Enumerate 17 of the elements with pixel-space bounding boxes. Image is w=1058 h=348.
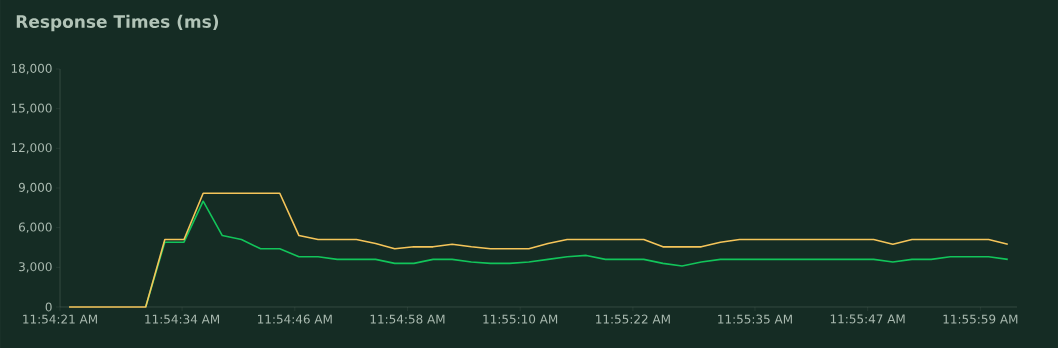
y-tick-label: 3,000 — [19, 262, 52, 273]
x-tick-label: 11:55:10 AM — [483, 314, 558, 324]
x-tick-label: 11:54:58 AM — [370, 314, 445, 324]
y-tick-label: 6,000 — [18, 222, 52, 233]
x-tick-label: 11:55:35 AM — [718, 314, 792, 324]
y-tick-label: 18,000 — [11, 63, 52, 75]
x-tick-label: 11:55:47 AM — [830, 314, 905, 324]
y-tick-label: 12,000 — [11, 143, 52, 154]
x-tick-label: 11:54:34 AM — [145, 314, 220, 324]
chart-title: Response Times (ms) — [16, 14, 219, 32]
x-tick-label: 11:54:46 AM — [258, 314, 332, 324]
x-tick-label: 11:55:22 AM — [596, 314, 670, 324]
y-tick-label: 15,000 — [11, 103, 52, 114]
x-tick-label: 11:55:59 AM — [943, 314, 1018, 324]
x-tick-label: 11:54:21 AM — [23, 314, 97, 324]
y-tick-label: 0 — [45, 302, 52, 312]
y-tick-label: 9,000 — [18, 182, 52, 194]
